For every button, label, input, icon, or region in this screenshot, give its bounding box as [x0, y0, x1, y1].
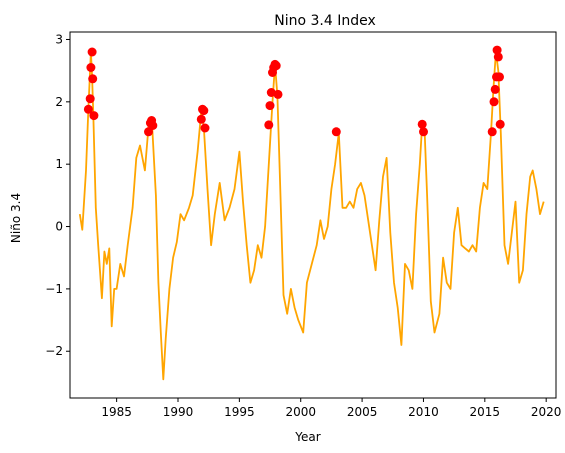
x-tick-label: 2015 [470, 405, 501, 419]
y-tick-label: 1 [55, 157, 63, 171]
y-tick-label: 3 [55, 32, 63, 46]
highlight-point [87, 47, 97, 57]
highlight-point [331, 127, 341, 137]
highlight-point [196, 114, 206, 124]
highlight-point [200, 123, 210, 133]
highlight-point [489, 97, 499, 107]
highlight-point [89, 111, 99, 121]
x-tick-label: 2000 [285, 405, 316, 419]
highlight-point [495, 119, 505, 129]
x-tick-label: 2005 [347, 405, 378, 419]
x-axis-label: Year [294, 430, 320, 444]
nino-index-line [78, 51, 545, 381]
highlight-point [419, 127, 428, 137]
highlight-point [85, 94, 95, 104]
highlight-point [495, 72, 504, 82]
y-tick-label: −2 [45, 344, 63, 358]
plot-area: 1985 1990 1995 2000 2005 2010 2015 2020 −2 −1 0 1 2 3 [45, 31, 562, 419]
x-tick-label: 2020 [531, 405, 562, 419]
highlight-point [273, 89, 283, 99]
highlight-point [86, 63, 96, 72]
x-tick-label: 2010 [408, 405, 439, 419]
highlight-point [144, 127, 153, 137]
highlight-point [199, 106, 209, 116]
y-tick-label: −1 [45, 282, 63, 296]
highlight-point [490, 84, 500, 94]
y-tick-label: 2 [55, 95, 63, 109]
x-tick-label: 1990 [163, 405, 194, 419]
highlight-point [83, 104, 93, 114]
x-tick-label: 1985 [101, 405, 132, 419]
y-axis-label: Niño 3.4 [9, 193, 23, 243]
highlight-point [271, 61, 281, 71]
highlight-point [264, 120, 274, 130]
highlight-point [417, 119, 427, 129]
highlight-point [148, 121, 158, 130]
axes-frame [69, 31, 557, 399]
highlight-point [492, 45, 502, 55]
x-tick-label: 1995 [224, 405, 255, 419]
highlight-point [493, 52, 503, 62]
highlight-point [88, 74, 98, 84]
highlight-point [487, 127, 497, 137]
y-tick-label: 0 [55, 220, 63, 234]
chart-title: Nino 3.4 Index [274, 13, 376, 29]
highlight-point [265, 101, 275, 111]
